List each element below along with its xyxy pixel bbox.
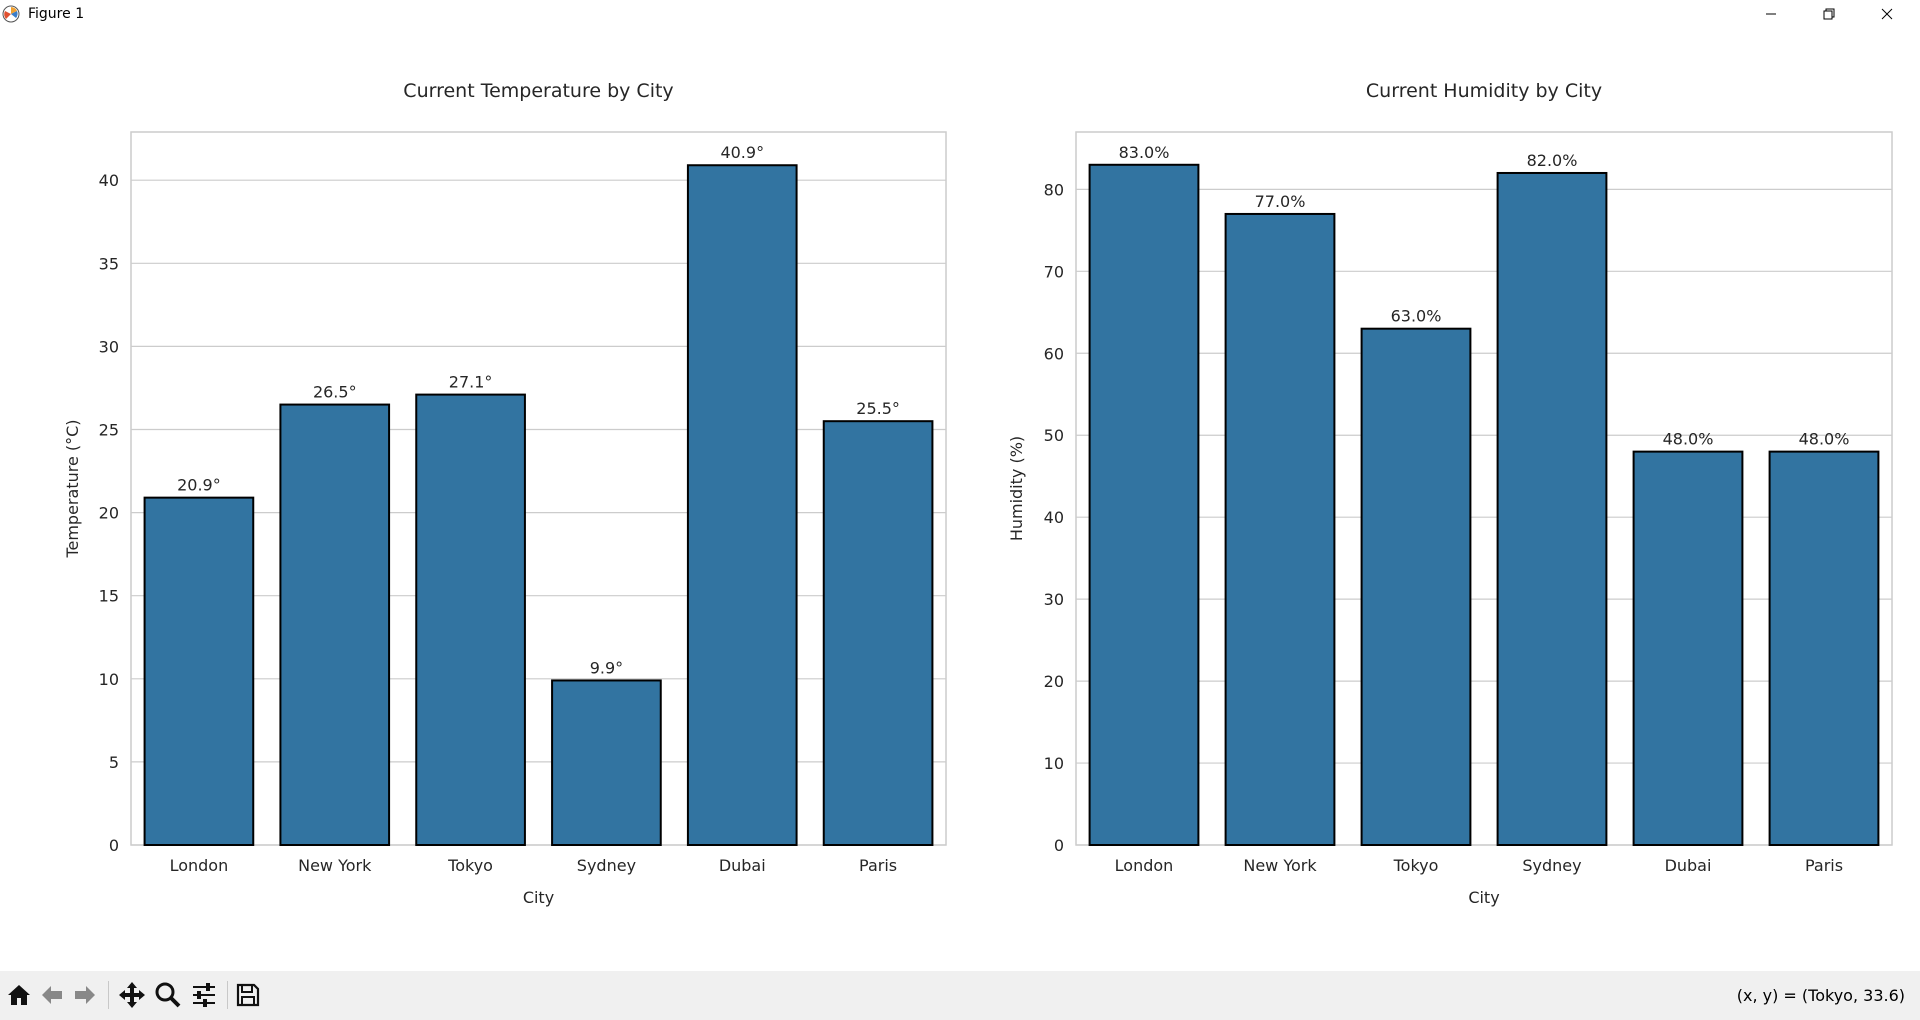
x-axis-label: City — [1468, 888, 1499, 907]
data-label: 26.5° — [313, 383, 357, 402]
y-tick-label: 20 — [99, 504, 119, 523]
x-tick-label: Paris — [1805, 856, 1843, 875]
title-bar: Figure 1 — [0, 0, 1920, 28]
zoom-button[interactable] — [154, 981, 182, 1009]
figure-canvas[interactable]: 0 5 10 15 20 25 30 35 40 20.9° London 26.5° New York… — [0, 28, 1920, 971]
y-tick-label: 40 — [1044, 508, 1064, 527]
data-label: 63.0% — [1391, 307, 1442, 326]
minimize-icon — [1766, 13, 1776, 15]
home-icon — [8, 985, 30, 1005]
data-label: 27.1° — [449, 373, 493, 392]
y-tick-label: 20 — [1044, 672, 1064, 691]
window-title: Figure 1 — [28, 6, 85, 22]
forward-button[interactable] — [71, 981, 99, 1009]
x-tick-label: Sydney — [1522, 856, 1581, 875]
restore-button[interactable] — [1800, 0, 1858, 28]
y-axis-label: Temperature (°C) — [63, 419, 82, 558]
data-label: 48.0% — [1663, 430, 1714, 449]
x-tick-label: New York — [1243, 856, 1317, 875]
x-tick-label: London — [1115, 856, 1174, 875]
close-button[interactable] — [1858, 0, 1916, 28]
restore-icon — [1823, 8, 1835, 20]
y-tick-label: 35 — [99, 254, 119, 273]
matplotlib-logo-icon — [2, 5, 20, 23]
bar — [415, 393, 526, 846]
x-tick-label: Paris — [859, 856, 897, 875]
y-axis-label: Humidity (%) — [1007, 436, 1026, 541]
y-tick-label: 10 — [99, 670, 119, 689]
pan-button[interactable] — [118, 981, 146, 1009]
x-tick-label: New York — [298, 856, 372, 875]
data-label: 83.0% — [1119, 143, 1170, 162]
data-label: 9.9° — [590, 658, 623, 677]
bar — [279, 403, 391, 846]
chart-title: Current Humidity by City — [1366, 80, 1602, 102]
data-label: 40.9° — [720, 143, 764, 162]
bar — [143, 496, 255, 846]
y-tick-label: 15 — [99, 587, 119, 606]
cursor-coordinates: (x, y) = (Tokyo, 33.6) — [1736, 986, 1905, 1005]
y-tick-label: 5 — [109, 753, 119, 772]
x-tick-label: Tokyo — [1393, 856, 1439, 875]
y-tick-label: 50 — [1044, 426, 1064, 445]
y-tick-label: 30 — [1044, 590, 1064, 609]
y-tick-label: 10 — [1044, 754, 1064, 773]
close-icon — [1881, 8, 1893, 20]
y-tick-label: 0 — [1054, 836, 1064, 855]
x-tick-label: Dubai — [719, 856, 766, 875]
bar — [551, 679, 662, 847]
temperature-chart: 0 5 10 15 20 25 30 35 40 20.9° London 26.5° New York… — [63, 80, 947, 907]
y-tick-label: 0 — [109, 836, 119, 855]
data-label: 20.9° — [177, 476, 221, 495]
data-label: 25.5° — [856, 399, 900, 418]
configure-icon — [193, 983, 215, 1007]
save-button[interactable] — [234, 981, 262, 1009]
y-tick-label: 30 — [99, 337, 119, 356]
data-label: 77.0% — [1255, 192, 1306, 211]
bar — [1088, 163, 1200, 846]
axes-frame — [1075, 131, 1893, 846]
zoom-icon — [155, 982, 181, 1008]
x-tick-label: London — [170, 856, 229, 875]
y-tick-label: 40 — [99, 171, 119, 190]
y-tick-label: 80 — [1044, 180, 1064, 199]
bar — [1768, 450, 1880, 846]
bar — [1224, 212, 1336, 846]
data-label: 48.0% — [1799, 430, 1850, 449]
x-tick-label: Tokyo — [447, 856, 493, 875]
y-tick-label: 60 — [1044, 344, 1064, 363]
axes-frame — [130, 131, 947, 846]
bar — [1496, 171, 1608, 847]
bar — [1632, 450, 1744, 846]
x-axis-label: City — [523, 888, 554, 907]
back-icon — [42, 986, 62, 1004]
x-tick-label: Sydney — [577, 856, 636, 875]
y-tick-label: 70 — [1044, 262, 1064, 281]
home-button[interactable] — [5, 981, 33, 1009]
toolbar-separator — [227, 981, 228, 1009]
pan-icon — [119, 982, 145, 1008]
x-tick-label: Dubai — [1665, 856, 1712, 875]
configure-subplots-button[interactable] — [190, 981, 218, 1009]
chart-title: Current Temperature by City — [403, 80, 673, 102]
minimize-button[interactable] — [1742, 0, 1800, 28]
bar — [1360, 327, 1472, 847]
navigation-toolbar: (x, y) = (Tokyo, 33.6) — [0, 971, 1920, 1020]
y-tick-label: 25 — [99, 420, 119, 439]
forward-icon — [75, 986, 95, 1004]
back-button[interactable] — [38, 981, 66, 1009]
data-label: 82.0% — [1527, 151, 1578, 170]
humidity-chart: 0 10 20 30 40 50 60 70 80 83.0% London 77.0% New Yor… — [1007, 80, 1893, 907]
bar — [686, 164, 798, 846]
toolbar-separator — [108, 981, 109, 1009]
save-icon — [236, 983, 260, 1007]
bar — [822, 420, 934, 846]
